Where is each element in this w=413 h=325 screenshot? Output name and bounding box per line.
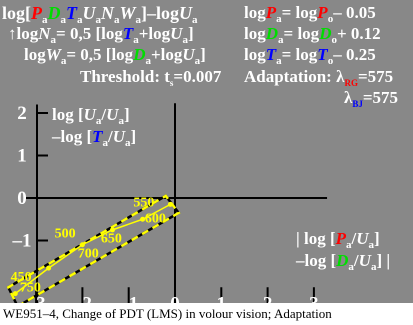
wavelength-label: 650 [101, 232, 122, 247]
y-tick-label: 1 [17, 146, 27, 167]
adaptation-label: Adaptation: λRG=575 [244, 67, 394, 88]
left-axis-label-line2: –log [Ta/Ua] [52, 127, 137, 149]
series-point [109, 227, 115, 233]
series-point [140, 216, 146, 222]
header-line3-right: logTa= logTo– 0.25 [244, 45, 376, 67]
series-point [12, 291, 18, 297]
wavelength-label: 500 [55, 227, 76, 242]
enclosure-dashed [6, 194, 181, 303]
wavelength-label: 700 [78, 247, 99, 262]
adaptation-label-2: λBJ=575 [344, 88, 399, 109]
series-point [46, 265, 52, 271]
wavelength-label: 600 [145, 212, 166, 227]
right-axis-label-line2: –log [Da/Ua] | [296, 251, 391, 273]
series-point [79, 242, 85, 248]
x-tick-label: 2 [263, 293, 273, 303]
series-point [167, 201, 173, 207]
left-axis-label-line1: log [Ua/Ua] [52, 105, 130, 127]
x-tick-label: –3 [26, 293, 46, 303]
header-line2-left: ↑logNa= 0,5 [logTa+logUa] [8, 24, 194, 46]
wavelength-label: 450 [11, 270, 32, 285]
x-tick-label: –1 [118, 293, 138, 303]
header-line1-left: log[PaDaTaUaNaWa]–logUa [2, 3, 198, 26]
series-line [14, 203, 171, 295]
x-tick-label: 0 [170, 293, 180, 303]
x-tick-label: –2 [72, 293, 92, 303]
right-axis-label-line1: | log [Pa/Ua] [296, 229, 380, 251]
y-tick-label: 0 [17, 188, 27, 209]
header-line3-left: logWa= 0,5 [logDa+logUa] [24, 45, 206, 67]
x-tick-label: 3 [309, 293, 319, 303]
footer-caption: WE951–4, Change of PDT (LMS) in volour v… [3, 306, 332, 321]
threshold-label: Threshold: ts=0.007 [80, 67, 222, 88]
y-tick-label: 2 [17, 103, 27, 124]
wavelength-label: 750 [20, 281, 41, 296]
y-tick-label: –1 [12, 231, 32, 252]
header-line2-right: logDa= logDo+ 0.12 [244, 24, 381, 46]
wavelength-label: 550 [133, 196, 154, 211]
x-tick-label: 1 [217, 293, 227, 303]
header-line1-right: logPa= logPo– 0.05 [244, 3, 376, 25]
